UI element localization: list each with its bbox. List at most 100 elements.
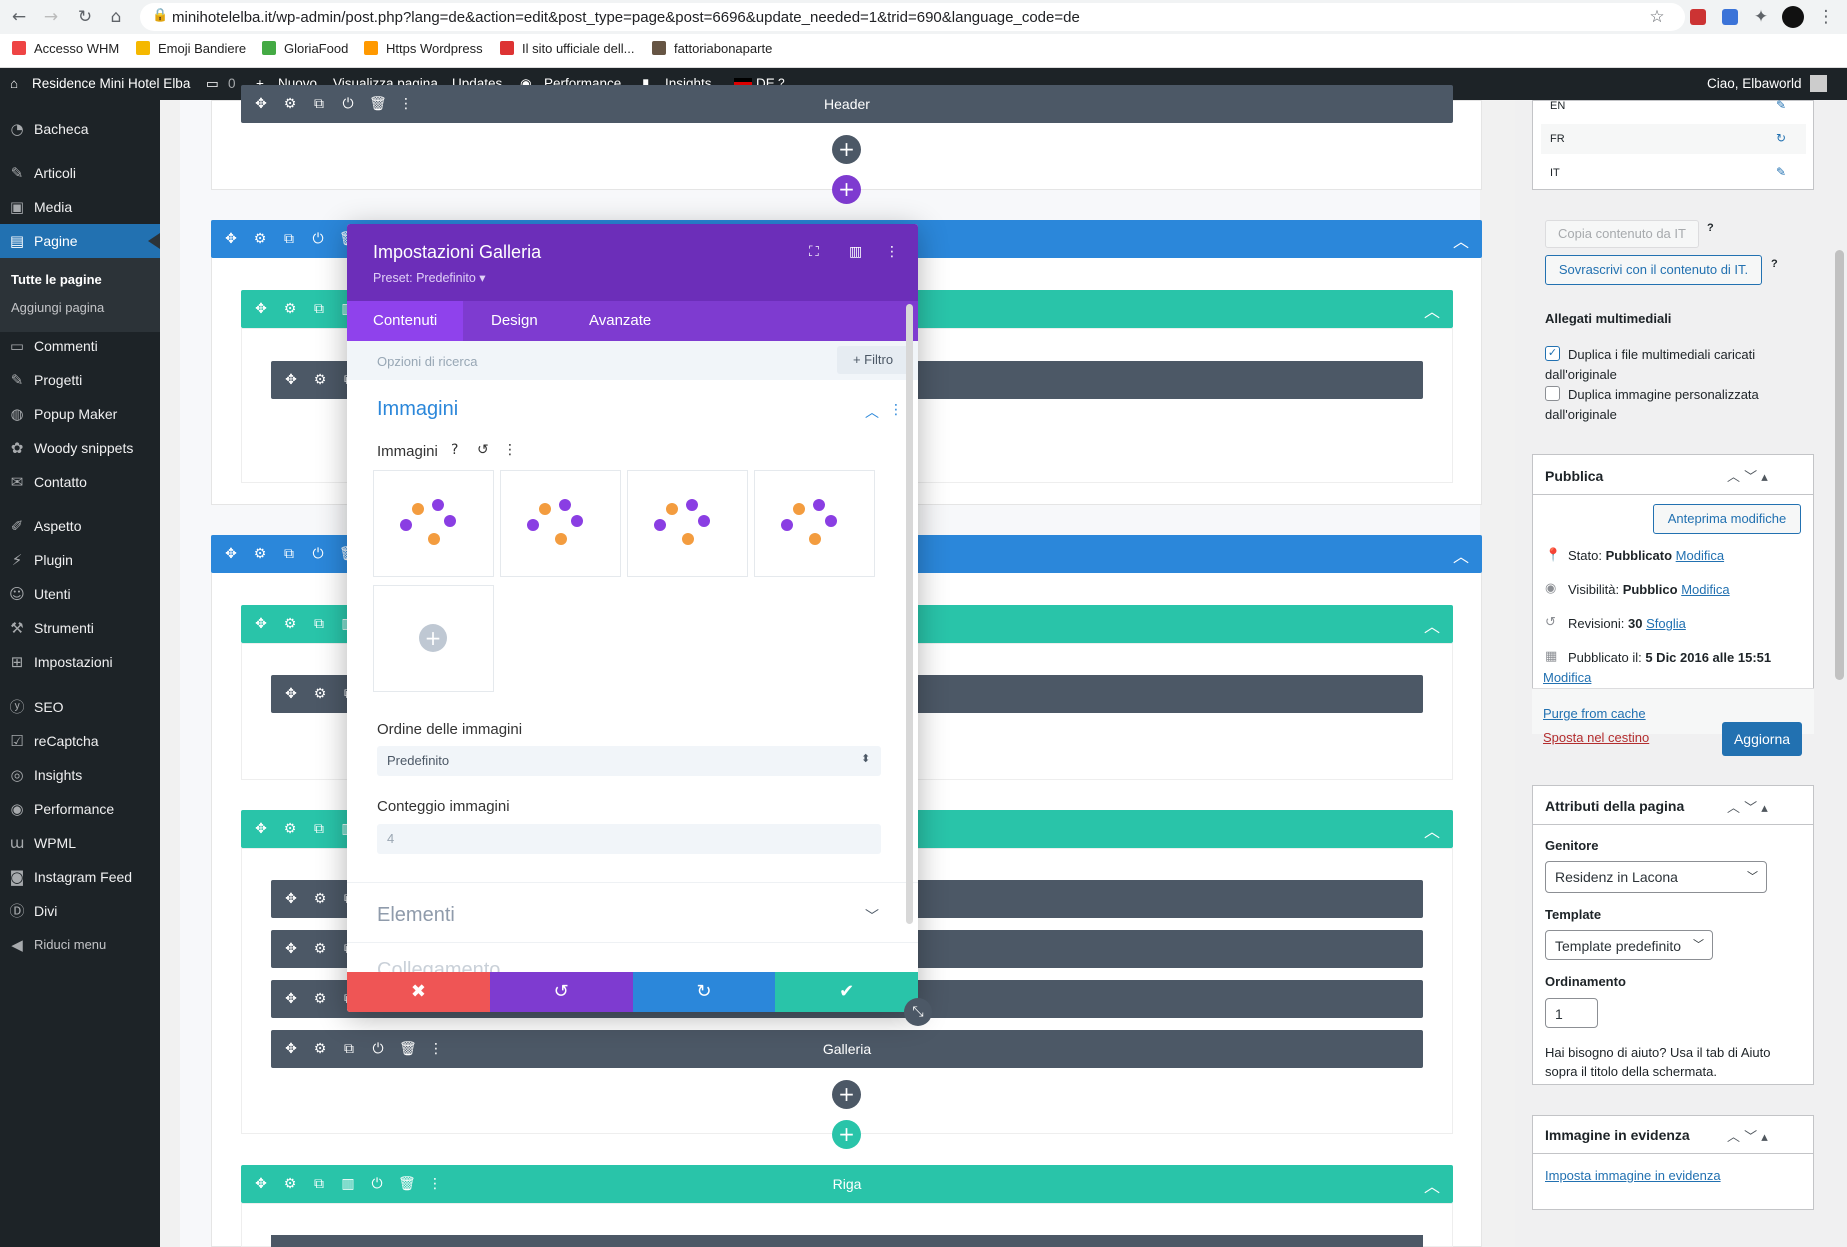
- sidebar-item-settings[interactable]: ⊞ Impostazioni: [0, 645, 160, 679]
- gear-icon[interactable]: ⚙: [283, 301, 297, 317]
- puzzle-icon[interactable]: ✦: [1753, 7, 1769, 27]
- bookmark[interactable]: Accesso WHM: [12, 41, 119, 56]
- user-greeting[interactable]: Ciao, Elbaworld: [1707, 76, 1802, 91]
- update-button[interactable]: Aggiorna: [1722, 722, 1802, 756]
- tab-design[interactable]: Design: [491, 312, 538, 329]
- gear-icon[interactable]: ⚙: [313, 991, 327, 1007]
- comments-icon[interactable]: ▭: [206, 76, 219, 92]
- sync-icon[interactable]: ↻: [1776, 131, 1787, 145]
- power-icon[interactable]: ⏻: [312, 231, 324, 247]
- sidebar-item-plugins[interactable]: ⚡ Plugin: [0, 543, 160, 577]
- gear-icon[interactable]: ⚙: [283, 1176, 297, 1192]
- sidebar-item-insights[interactable]: ◎ Insights: [0, 758, 160, 792]
- sidebar-item-instagram-feed[interactable]: ◙ Instagram Feed: [9, 868, 133, 886]
- move-icon[interactable]: ✥: [285, 1041, 297, 1057]
- help-icon[interactable]: ?: [1707, 222, 1714, 234]
- comments-count[interactable]: 0: [228, 76, 236, 91]
- add-row-button[interactable]: +: [832, 175, 861, 204]
- layout-icon[interactable]: ▥: [849, 244, 863, 260]
- move-icon[interactable]: ✥: [255, 1176, 267, 1192]
- sidebar-item-appearance[interactable]: ✐ Aspetto: [0, 509, 160, 543]
- sidebar-item-users[interactable]: ☺ Utenti: [9, 585, 71, 603]
- edit-visibility-link[interactable]: Modifica: [1681, 582, 1730, 597]
- columns-icon[interactable]: ▥: [341, 1176, 355, 1192]
- move-icon[interactable]: ✥: [255, 96, 267, 112]
- power-icon[interactable]: ⏻: [312, 546, 324, 562]
- address-bar[interactable]: [140, 3, 1685, 31]
- menu-dots-icon[interactable]: ⋮: [1817, 7, 1835, 27]
- modal-scrollbar[interactable]: [906, 304, 913, 924]
- reset-icon[interactable]: ↺: [477, 442, 489, 458]
- dots-icon[interactable]: ⋮: [503, 442, 517, 458]
- gear-icon[interactable]: ⚙: [283, 821, 297, 837]
- move-icon[interactable]: ✥: [255, 616, 267, 632]
- duplicate-files-checkbox[interactable]: ✓: [1545, 346, 1560, 361]
- box-order-arrows[interactable]: ︿ ﹀ ▴: [1727, 470, 1768, 485]
- chevron-up-icon[interactable]: ︿: [1453, 547, 1470, 566]
- duplicate-icon[interactable]: ⧉: [314, 616, 324, 632]
- header-module-bar[interactable]: ✥ ⚙ ⧉ ⏻ 🗑 ⋮: [241, 85, 1453, 123]
- sidebar-item-popup-maker[interactable]: ◍ Popup Maker: [0, 397, 160, 431]
- extension-icon[interactable]: [1722, 9, 1738, 25]
- extension-icon[interactable]: [1690, 9, 1706, 25]
- pencil-icon[interactable]: ✎: [1776, 165, 1787, 179]
- url-text[interactable]: minihotelelba.it/wp-admin/post.php?lang=…: [172, 9, 1080, 26]
- move-icon[interactable]: ✥: [255, 821, 267, 837]
- parent-select[interactable]: Residenz in Lacona: [1545, 861, 1767, 893]
- sidebar-item-divi[interactable]: Ⓓ Divi: [9, 902, 58, 920]
- chevron-up-icon[interactable]: ︿: [1424, 822, 1441, 841]
- gear-icon[interactable]: ⚙: [283, 96, 297, 112]
- move-icon[interactable]: ✥: [285, 372, 297, 388]
- tab-advanced[interactable]: Avanzate: [589, 312, 652, 329]
- pencil-icon[interactable]: ✎: [1776, 98, 1787, 112]
- browse-revisions-link[interactable]: Sfoglia: [1646, 616, 1686, 631]
- sidebar-item-tools[interactable]: ⚒ Strumenti: [0, 611, 160, 645]
- user-avatar[interactable]: [1810, 75, 1827, 92]
- gallery-module-bar[interactable]: ✥ ⚙ ⧉ ⏻ 🗑 ⋮: [271, 1030, 1423, 1068]
- chevron-up-icon[interactable]: ︿: [1424, 1177, 1441, 1196]
- bookmark[interactable]: GloriaFood: [262, 41, 348, 56]
- plus-icon[interactable]: +: [256, 76, 264, 91]
- sidebar-item-projects[interactable]: ✎ Progetti: [0, 363, 160, 397]
- set-featured-image-link[interactable]: Imposta immagine in evidenza: [1545, 1168, 1721, 1183]
- count-input[interactable]: 4: [377, 824, 881, 854]
- dots-icon[interactable]: ⋮: [399, 96, 413, 112]
- move-to-trash-link[interactable]: Sposta nel cestino: [1543, 730, 1650, 745]
- trash-icon[interactable]: 🗑: [369, 96, 387, 112]
- trash-icon[interactable]: 🗑: [399, 1041, 417, 1057]
- sidebar-item-seo[interactable]: ⓨ SEO: [9, 698, 64, 716]
- wp-logo-icon[interactable]: ⌂: [10, 76, 19, 91]
- help-icon[interactable]: ?: [778, 76, 785, 90]
- add-module-button[interactable]: +: [832, 1080, 861, 1109]
- help-icon[interactable]: ?: [1771, 258, 1778, 270]
- dots-icon[interactable]: ⋮: [429, 1041, 443, 1057]
- order-input[interactable]: 1: [1545, 998, 1598, 1028]
- search-input[interactable]: Opzioni di ricerca: [377, 354, 478, 369]
- move-icon[interactable]: ✥: [225, 231, 237, 247]
- module-bar[interactable]: [271, 1235, 1423, 1247]
- home-icon[interactable]: ⌂: [110, 7, 122, 27]
- filter-button[interactable]: + Filtro: [837, 346, 909, 374]
- duplicate-icon[interactable]: ⧉: [314, 1176, 324, 1192]
- box-order-arrows[interactable]: ︿ ﹀ ▴: [1727, 1130, 1768, 1145]
- sidebar-item-recaptcha[interactable]: ☑ reCaptcha: [0, 724, 160, 758]
- chevron-up-icon[interactable]: ︿: [1424, 302, 1441, 321]
- duplicate-icon[interactable]: ⧉: [284, 231, 294, 247]
- move-icon[interactable]: ✥: [285, 991, 297, 1007]
- gear-icon[interactable]: ⚙: [283, 616, 297, 632]
- site-name[interactable]: Residence Mini Hotel Elba: [32, 76, 191, 91]
- sidebar-item-woody-snippets[interactable]: ✿ Woody snippets: [0, 431, 160, 465]
- sidebar-item-pages[interactable]: ▤ Pagine: [0, 224, 160, 258]
- move-icon[interactable]: ✥: [285, 686, 297, 702]
- section-elements-title[interactable]: Elementi: [377, 904, 455, 926]
- sidebar-item-wpml[interactable]: ɯ WPML: [9, 834, 76, 852]
- duplicate-icon[interactable]: ⧉: [314, 821, 324, 837]
- insights-icon[interactable]: ▮: [642, 76, 650, 91]
- options-search[interactable]: [347, 341, 918, 380]
- duplicate-image-checkbox[interactable]: [1545, 386, 1560, 401]
- bookmark[interactable]: Https Wordpress: [364, 41, 483, 56]
- add-module-button[interactable]: +: [832, 135, 861, 164]
- power-icon[interactable]: ⏻: [372, 1041, 384, 1057]
- resize-handle-icon[interactable]: ⤡: [904, 998, 932, 1026]
- gear-icon[interactable]: ⚙: [313, 891, 327, 907]
